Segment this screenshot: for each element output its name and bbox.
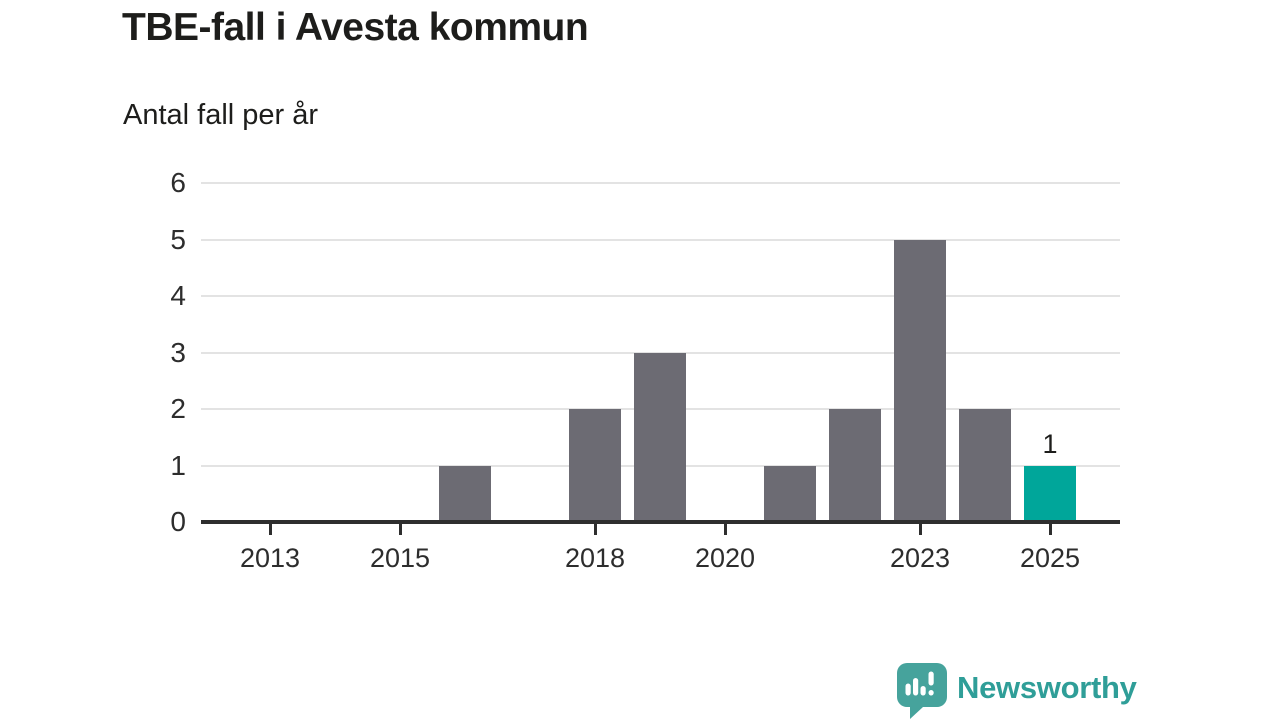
- bar: [829, 409, 881, 522]
- x-tick: [398, 524, 402, 535]
- newsworthy-logo: Newsworthy: [897, 663, 1137, 719]
- bar: [634, 352, 686, 522]
- y-grid-line: [201, 295, 1120, 297]
- x-tick-label: 2013: [239, 543, 301, 573]
- y-tick-label: 0: [170, 506, 186, 537]
- x-tick-label: 2025: [1019, 543, 1081, 573]
- y-tick-label: 6: [170, 167, 186, 198]
- y-grid-line: [201, 182, 1120, 184]
- chart-title: TBE-fall i Avesta kommun: [122, 6, 589, 49]
- x-tick: [918, 524, 922, 535]
- y-grid-line: [201, 238, 1120, 241]
- x-tick: [723, 524, 727, 535]
- bar-value-label: 1: [1042, 428, 1058, 459]
- bar-highlighted: [1024, 465, 1076, 522]
- y-tick-label: 1: [170, 449, 186, 481]
- y-tick-label: 4: [170, 280, 186, 311]
- bar: [764, 465, 816, 522]
- x-tick: [593, 524, 597, 535]
- newsworthy-logo-text: Newsworthy: [957, 670, 1137, 705]
- chart-subtitle: Antal fall per år: [123, 99, 319, 131]
- x-tick-label: 2015: [369, 543, 431, 573]
- y-tick-label: 3: [170, 336, 186, 368]
- newsworthy-logo-icon: [897, 663, 947, 719]
- bar: [569, 409, 621, 522]
- x-tick: [1048, 524, 1052, 535]
- x-tick: [268, 524, 272, 535]
- bar: [439, 465, 491, 522]
- y-tick-label: 2: [170, 393, 186, 424]
- x-tick-label: 2023: [889, 543, 951, 573]
- y-tick-label: 5: [170, 223, 186, 255]
- bar: [894, 239, 946, 522]
- x-tick-label: 2018: [564, 543, 626, 573]
- x-tick-label: 2020: [694, 543, 756, 573]
- bar: [959, 409, 1011, 522]
- x-axis-line: [201, 520, 1120, 524]
